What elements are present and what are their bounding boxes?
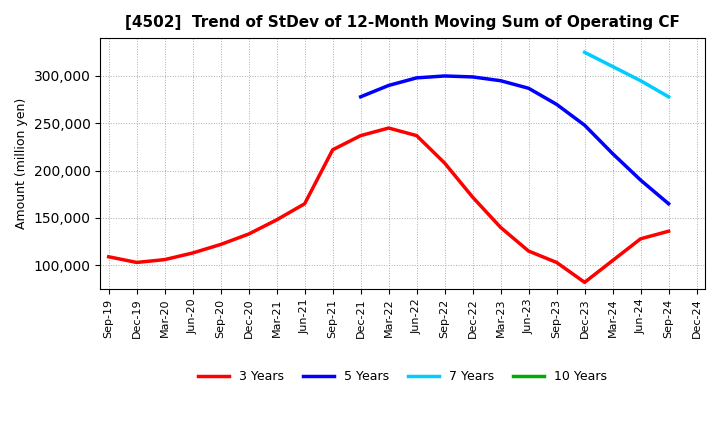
3 Years <box>496 225 505 230</box>
3 Years <box>441 161 449 166</box>
3 Years <box>468 194 477 200</box>
3 Years <box>104 254 113 260</box>
3 Years <box>272 217 281 223</box>
3 Years <box>189 250 197 256</box>
5 Years <box>552 102 561 107</box>
7 Years <box>665 94 673 99</box>
5 Years <box>665 201 673 206</box>
3 Years <box>244 231 253 237</box>
Legend: 3 Years, 5 Years, 7 Years, 10 Years: 3 Years, 5 Years, 7 Years, 10 Years <box>193 365 613 388</box>
3 Years <box>636 236 645 242</box>
3 Years <box>580 280 589 285</box>
7 Years <box>636 78 645 83</box>
5 Years <box>496 78 505 83</box>
5 Years <box>608 151 617 156</box>
3 Years <box>132 260 141 265</box>
Line: 5 Years: 5 Years <box>361 76 669 204</box>
3 Years <box>413 133 421 138</box>
5 Years <box>384 83 393 88</box>
5 Years <box>580 123 589 128</box>
5 Years <box>524 86 533 91</box>
3 Years <box>524 249 533 254</box>
3 Years <box>384 125 393 131</box>
3 Years <box>356 133 365 138</box>
3 Years <box>300 201 309 206</box>
Y-axis label: Amount (million yen): Amount (million yen) <box>15 98 28 229</box>
7 Years <box>608 64 617 69</box>
3 Years <box>665 228 673 234</box>
5 Years <box>413 75 421 81</box>
5 Years <box>468 74 477 80</box>
3 Years <box>216 242 225 247</box>
3 Years <box>552 260 561 265</box>
Line: 3 Years: 3 Years <box>109 128 669 282</box>
7 Years <box>580 50 589 55</box>
3 Years <box>161 257 169 262</box>
5 Years <box>356 94 365 99</box>
3 Years <box>608 258 617 263</box>
5 Years <box>636 177 645 183</box>
Title: [4502]  Trend of StDev of 12-Month Moving Sum of Operating CF: [4502] Trend of StDev of 12-Month Moving… <box>125 15 680 30</box>
Line: 7 Years: 7 Years <box>585 52 669 97</box>
3 Years <box>328 147 337 152</box>
5 Years <box>441 73 449 79</box>
